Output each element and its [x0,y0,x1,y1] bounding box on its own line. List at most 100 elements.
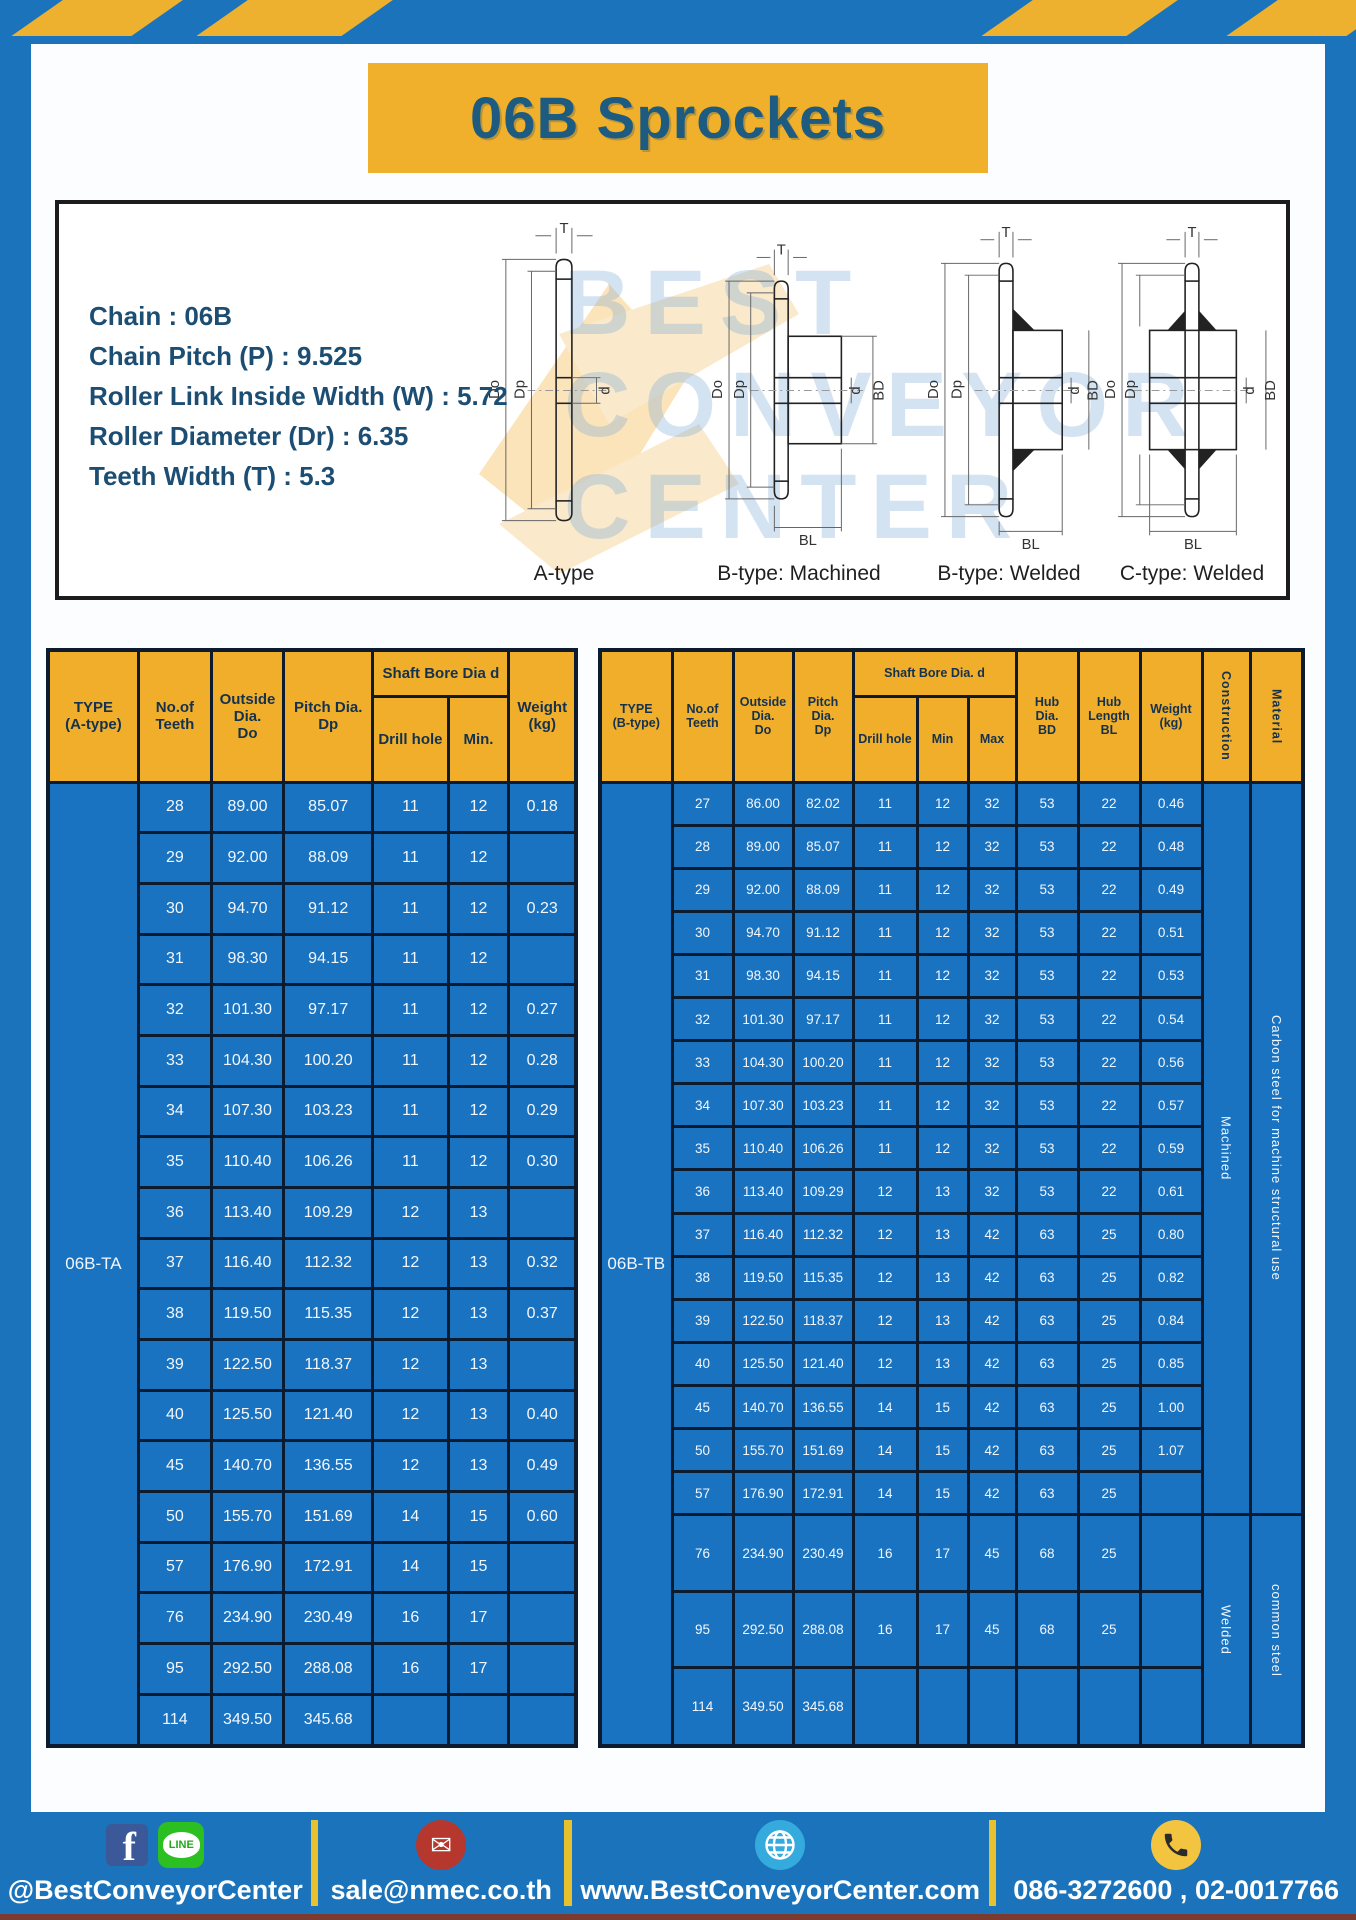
table-cell: 98.30 [209,932,286,987]
table-cell: 155.70 [209,1489,286,1544]
col-header-teeth: No.of Teeth [670,648,735,784]
footer-website-section[interactable]: www.BestConveyorCenter.com [572,1812,989,1914]
diagram-label: B-type: Machined [717,562,881,585]
footer-divider [564,1820,572,1906]
table-cell: 29 [136,831,213,885]
footer-phone-section[interactable]: 086-3272600 , 02-0017766 [996,1812,1356,1914]
table-cell: 0.80 [1138,1211,1204,1258]
phone-icon[interactable] [1151,1820,1202,1870]
table-row: 50 155.70 151.69 14 15 42 63 25 1.07 [600,1427,1303,1474]
table-cell: 122.50 [209,1337,286,1392]
svg-text:d: d [597,386,613,394]
table-cell: 109.29 [791,1168,855,1215]
table-row: 76 234.90 230.49 16 17 [48,1591,578,1645]
sprocket-drawing-b-welded: T Do Dp d BD BL [926,225,1102,553]
table-cell: 63 [1014,1254,1080,1301]
table-row: 57 176.90 172.91 14 15 42 63 25 [600,1470,1303,1517]
table-cell: 76 [670,1513,735,1593]
table-cell: 85.07 [791,823,855,870]
table-cell: 12 [446,1135,511,1189]
table-cell: 13 [446,1236,511,1291]
table-cell: 125.50 [209,1388,286,1443]
table-cell: 53 [1014,1125,1080,1172]
email-icon[interactable]: ✉ [416,1820,467,1870]
table-cell: 106.26 [791,1125,855,1172]
table-cell: 118.37 [282,1337,375,1392]
table-cell: 36 [670,1168,735,1215]
col-header-drill-hole: Drill hole [851,694,919,784]
table-cell: 22 [1076,1082,1142,1129]
table-cell: 234.90 [209,1591,286,1645]
table-cell: 104.30 [731,1039,795,1086]
table-cell: 0.57 [1138,1082,1204,1129]
table-cell: 42 [966,1211,1018,1258]
table-cell [1138,1665,1204,1748]
table-cell: 11 [371,983,450,1037]
table-cell: 68 [1014,1513,1080,1593]
table-cell: 119.50 [731,1254,795,1301]
facebook-icon[interactable]: f [106,1824,149,1866]
table-cell: 13 [915,1254,970,1301]
table-cell: 25 [1076,1297,1142,1344]
content-panel: 06B Sprockets BEST CONVEYOR CENTER Chain… [31,44,1325,1812]
table-cell: 13 [446,1185,511,1240]
table-cell: 136.55 [791,1384,855,1431]
table-cell: 112.32 [791,1211,855,1258]
table-cell: 86.00 [731,780,795,827]
table-row: 33 104.30 100.20 11 12 0.28 [48,1033,578,1088]
table-cell: 13 [915,1340,970,1388]
line-icon[interactable]: LINE [158,1822,205,1868]
col-header-pitch-dia: Pitch Dia. Dp [791,648,855,784]
table-cell: 103.23 [282,1084,375,1139]
col-header-material: Material [1248,648,1305,784]
table-cell: 12 [851,1340,919,1388]
spec-line: Chain Pitch (P) : 9.525 [89,341,363,371]
table-cell: 30 [136,881,213,936]
footer-social-section[interactable]: f LINE @BestConveyorCenter [0,1812,311,1914]
table-cell: 0.85 [1138,1340,1204,1388]
table-cell: 27 [670,780,735,827]
table-cell: 12 [371,1185,450,1240]
table-cell [507,831,578,885]
table-cell: 345.68 [791,1665,855,1748]
footer-email-section[interactable]: ✉ sale@nmec.co.th [318,1812,564,1914]
table-cell: 42 [966,1470,1018,1517]
svg-text:Do: Do [487,380,503,399]
table-row: 57 176.90 172.91 14 15 [48,1540,578,1595]
table-cell: 22 [1076,866,1142,913]
material-cell: common steel [1248,1513,1305,1748]
table-cell: 57 [670,1470,735,1517]
table-cell: 14 [371,1540,450,1595]
table-cell: 92.00 [209,831,286,885]
table-cell: 12 [851,1254,919,1301]
table-cell: 25 [1076,1470,1142,1517]
line-badge-text: LINE [162,1832,200,1858]
diagram-label: A-type [533,562,595,585]
table-row: 45 140.70 136.55 12 13 0.49 [48,1439,578,1493]
table-cell: 11 [851,1125,919,1172]
table-cell: 50 [670,1427,735,1474]
table-cell: 12 [446,831,511,885]
table-cell: 115.35 [791,1254,855,1301]
table-cell: 106.26 [282,1135,375,1189]
globe-icon[interactable] [755,1820,806,1870]
diagram-b-type-machined: T Do Dp d BD BL B-type: Machined [704,220,894,596]
table-cell: 22 [1076,823,1142,870]
table-cell: 0.30 [507,1135,578,1189]
table-cell: 118.37 [791,1297,855,1344]
contact-footer: f LINE @BestConveyorCenter ✉ sale@nmec.c… [0,1812,1356,1914]
table-row: 33 104.30 100.20 11 12 32 53 22 0.56 [600,1039,1303,1086]
footer-divider [310,1820,319,1906]
banner-stripe [981,0,1184,36]
table-cell: 53 [1014,866,1080,913]
table-row: 29 92.00 88.09 11 12 [48,831,578,885]
col-header-drill-hole: Drill hole [371,694,450,784]
top-banner [0,0,1356,44]
table-cell: 103.23 [791,1082,855,1129]
table-cell: 0.60 [507,1489,578,1544]
table-cell [507,1641,578,1696]
table-cell: 140.70 [209,1439,286,1493]
table-cell: 25 [1076,1254,1142,1301]
table-cell: 37 [670,1211,735,1258]
table-cell: 40 [136,1388,213,1443]
